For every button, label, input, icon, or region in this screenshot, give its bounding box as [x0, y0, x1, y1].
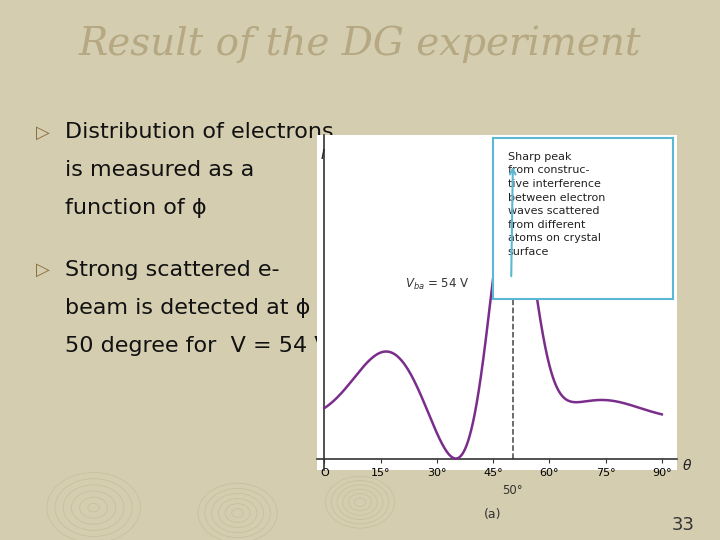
Text: Result of the DG experiment: Result of the DG experiment — [78, 25, 642, 63]
Text: beam is detected at ϕ =: beam is detected at ϕ = — [65, 298, 336, 318]
Text: I: I — [320, 148, 325, 161]
Text: is measured as a: is measured as a — [65, 160, 254, 180]
Text: 50°: 50° — [503, 484, 523, 497]
Text: Strong scattered e-: Strong scattered e- — [65, 260, 279, 280]
Text: function of ϕ: function of ϕ — [65, 198, 207, 218]
Text: ▷: ▷ — [36, 123, 50, 141]
Text: 50 degree for  V = 54 V: 50 degree for V = 54 V — [65, 335, 329, 356]
Text: Sharp peak
from construc-
tive interference
between electron
waves scattered
fro: Sharp peak from construc- tive interfere… — [508, 152, 605, 257]
Text: 33: 33 — [672, 516, 695, 534]
Text: Distribution of electrons: Distribution of electrons — [65, 122, 333, 143]
Text: (a): (a) — [485, 508, 502, 521]
FancyBboxPatch shape — [493, 138, 673, 299]
Text: θ: θ — [683, 458, 691, 472]
Text: ▷: ▷ — [36, 261, 50, 279]
Text: $V_{ba}$ = 54 V: $V_{ba}$ = 54 V — [405, 276, 469, 292]
